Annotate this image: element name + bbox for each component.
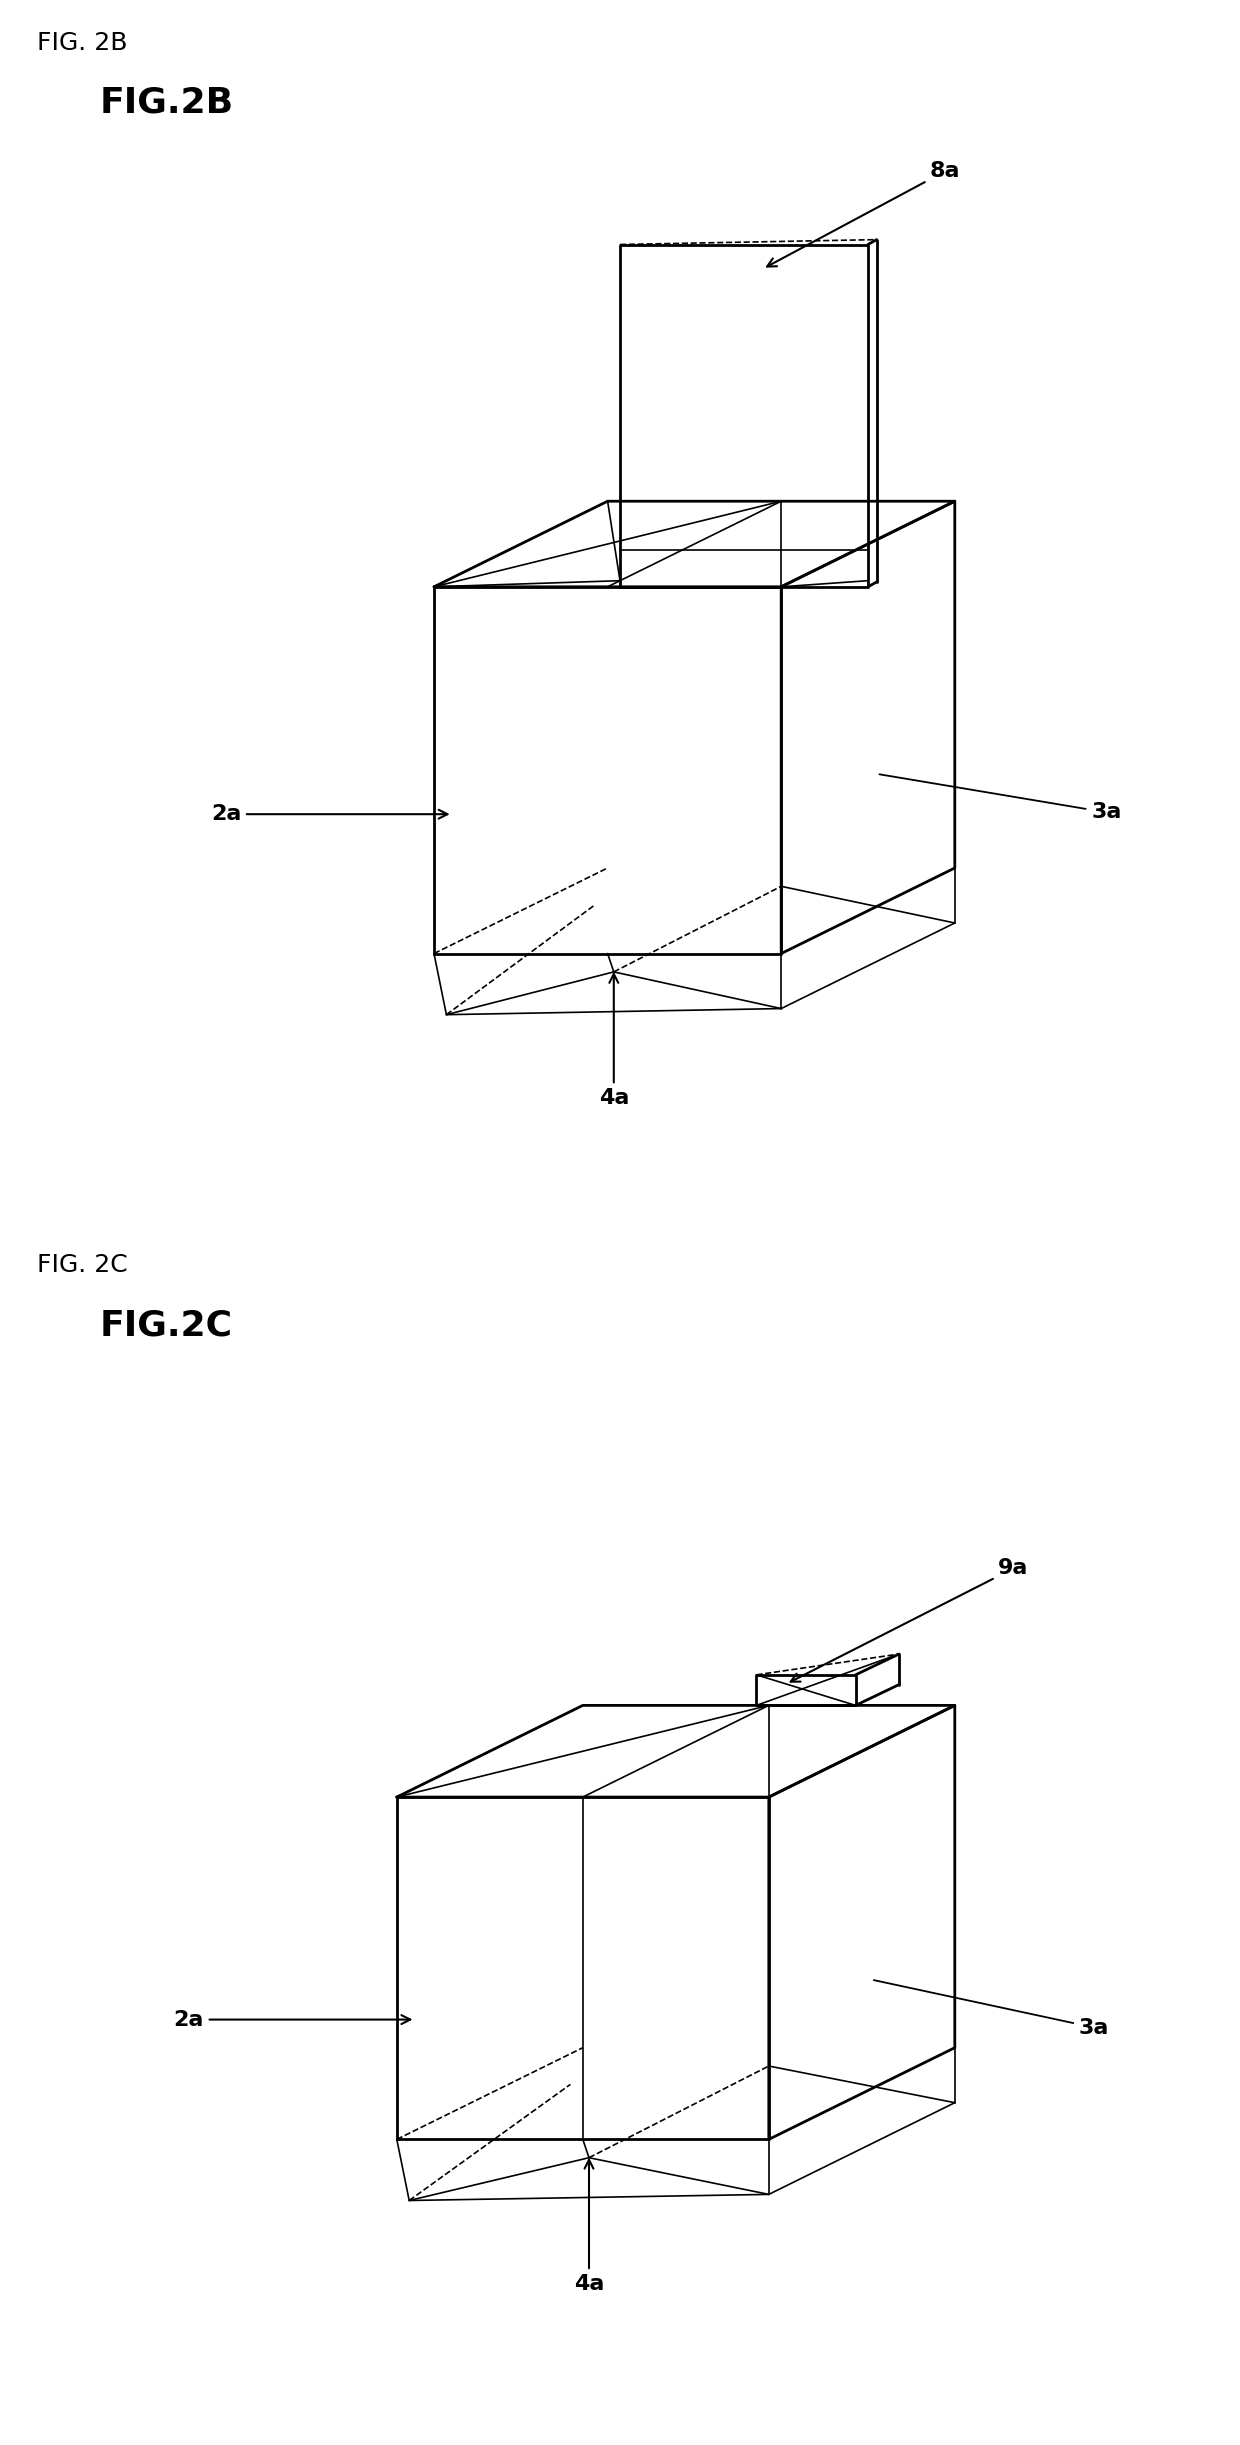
Text: 3a: 3a (874, 1980, 1109, 2037)
Text: 4a: 4a (599, 973, 629, 1108)
Text: 2a: 2a (211, 804, 448, 824)
Text: 8a: 8a (768, 161, 961, 267)
Text: FIG. 2B: FIG. 2B (37, 29, 128, 54)
Text: 9a: 9a (791, 1557, 1028, 1682)
Text: FIG.2C: FIG.2C (99, 1308, 232, 1342)
Text: 2a: 2a (174, 2010, 410, 2029)
Text: FIG.2B: FIG.2B (99, 86, 233, 120)
Text: 4a: 4a (574, 2159, 604, 2293)
Text: 3a: 3a (879, 775, 1121, 822)
Text: FIG. 2C: FIG. 2C (37, 1252, 128, 1276)
